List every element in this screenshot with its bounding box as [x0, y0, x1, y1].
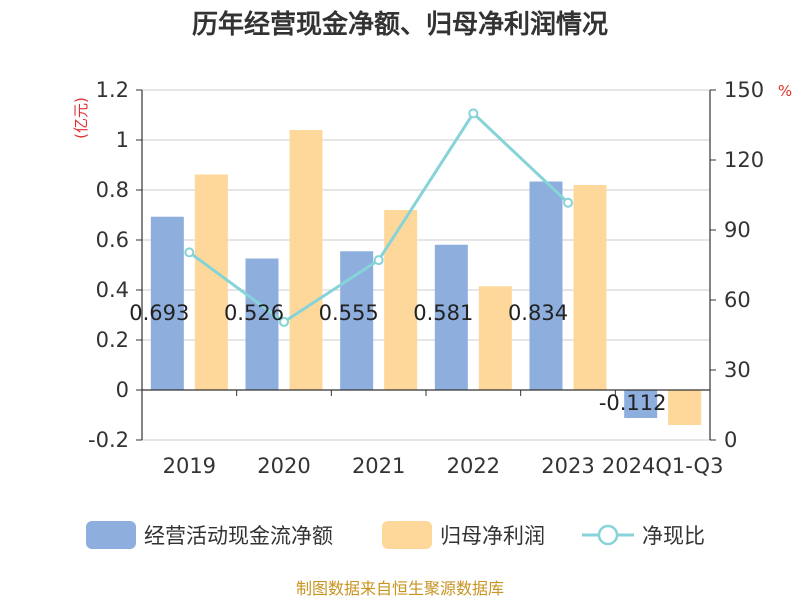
chart-title: 历年经营现金净额、归母净利润情况	[192, 9, 608, 40]
bar-netprofit-2019	[194, 174, 228, 390]
bar-cashflow-2024Q1-Q3	[624, 390, 658, 418]
legend-swatch-ratio-marker	[597, 524, 619, 546]
data-label-cashflow: -0.112	[599, 391, 667, 415]
right-axis-tick-label: 120	[724, 148, 764, 172]
data-label-cashflow: 0.693	[129, 301, 189, 325]
left-axis-tick-label: 1	[116, 128, 129, 152]
right-axis-tick-label: 60	[724, 288, 751, 312]
legend-label-netprofit: 归母净利润	[440, 524, 545, 548]
ratio-point	[279, 316, 289, 327]
left-axis-tick-label: 0.2	[96, 328, 129, 352]
bar-netprofit-2024Q1-Q3	[668, 390, 702, 425]
axes: -0.2 0 0.2 0.4 0.6 0.8 1 1.2 0 30 60 90 120 150 2019 20…	[88, 78, 764, 478]
bar-netprofit-2020	[289, 130, 323, 390]
left-axis-tick-label: 1.2	[96, 78, 129, 102]
x-axis-tick-label: 2023	[541, 454, 594, 478]
bar-netprofit-2021	[384, 210, 418, 390]
bars	[150, 130, 702, 425]
bar-cashflow-2019	[150, 216, 184, 390]
x-axis-tick-label: 2024Q1-Q3	[602, 454, 724, 478]
ratio-line	[184, 108, 573, 327]
x-axis-tick-label: 2019	[163, 454, 216, 478]
left-axis-tick-label: 0	[116, 378, 129, 402]
right-axis-tick-label: 90	[724, 218, 751, 242]
ratio-point	[184, 247, 195, 258]
bar-cashflow-2023	[529, 181, 563, 390]
legend-label-ratio: 净现比	[642, 524, 705, 548]
right-axis-unit: %	[778, 82, 792, 100]
legend-swatch-cashflow	[86, 521, 136, 549]
right-axis-tick-label: 30	[724, 358, 751, 382]
legend: 经营活动现金流净额 归母净利润 净现比	[86, 521, 705, 549]
bar-cashflow-2020	[245, 258, 279, 390]
x-axis-tick-label: 2021	[352, 454, 405, 478]
data-label-cashflow: 0.581	[413, 301, 473, 325]
ratio-point	[373, 255, 384, 266]
right-axis-tick-label: 0	[724, 428, 737, 452]
data-labels: 0.693 0.526 0.555 0.581 0.834 -0.112	[129, 301, 666, 415]
x-axis-tick-label: 2022	[447, 454, 500, 478]
data-label-cashflow: 0.526	[224, 301, 284, 325]
bar-netprofit-2023	[573, 185, 607, 390]
x-axis-tick-label: 2020	[257, 454, 310, 478]
data-label-cashflow: 0.555	[319, 301, 379, 325]
legend-swatch-netprofit	[382, 521, 432, 549]
left-axis-tick-label: 0.4	[96, 278, 129, 302]
left-axis-tick-label: -0.2	[88, 428, 129, 452]
ratio-point	[468, 108, 479, 119]
legend-label-cashflow: 经营活动现金流净额	[144, 524, 333, 548]
left-axis-unit: (亿元)	[72, 97, 90, 139]
left-axis-tick-label: 0.6	[96, 228, 129, 252]
bar-cashflow-2022	[434, 244, 468, 390]
data-label-cashflow: 0.834	[508, 301, 568, 325]
source-note: 制图数据来自恒生聚源数据库	[296, 579, 504, 598]
right-axis-tick-label: 150	[724, 78, 764, 102]
bar-netprofit-2022	[478, 286, 512, 390]
left-axis-tick-label: 0.8	[96, 178, 129, 202]
ratio-point	[563, 197, 573, 208]
